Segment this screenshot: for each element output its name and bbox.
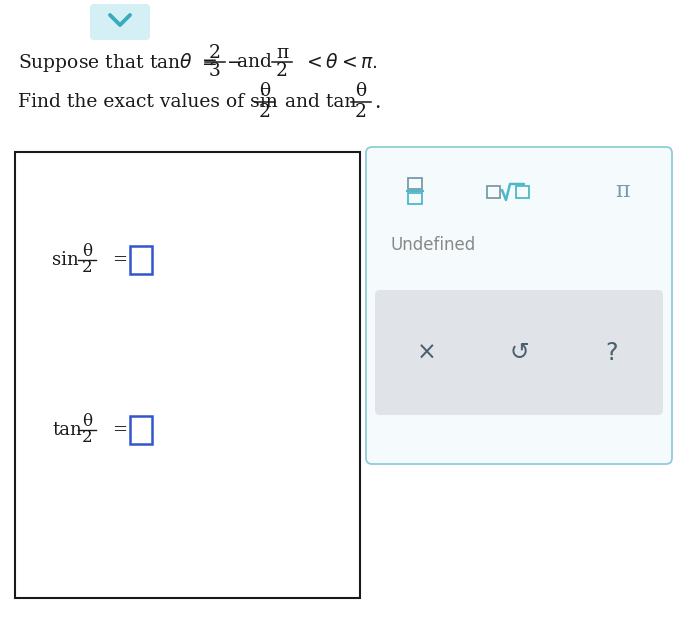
Bar (408, 193, 422, 204)
Bar (130, 246, 152, 274)
Text: 2: 2 (276, 62, 288, 80)
Text: π: π (614, 180, 629, 202)
Text: and: and (231, 53, 278, 71)
Text: ↺: ↺ (509, 340, 529, 365)
Text: =: = (112, 251, 127, 269)
Text: 2: 2 (209, 44, 221, 62)
Text: and tan: and tan (279, 93, 356, 111)
Text: sin: sin (52, 251, 79, 269)
Text: 2: 2 (81, 430, 92, 446)
Bar (15, 152, 360, 598)
Text: 2: 2 (355, 103, 367, 121)
Bar (516, 186, 529, 198)
Text: θ: θ (259, 82, 271, 100)
FancyBboxPatch shape (90, 4, 150, 40)
Bar (130, 416, 152, 444)
Text: tan: tan (52, 421, 81, 439)
Text: θ: θ (355, 82, 367, 100)
Text: π: π (276, 44, 288, 62)
Text: =: = (112, 421, 127, 439)
FancyBboxPatch shape (375, 290, 663, 415)
Text: Undefined: Undefined (390, 236, 475, 254)
Text: .: . (374, 92, 380, 111)
Text: 2: 2 (81, 259, 92, 277)
Text: ×: × (416, 340, 436, 365)
Text: θ: θ (82, 413, 92, 430)
Text: 2: 2 (259, 103, 271, 121)
Text: ?: ? (606, 340, 618, 365)
Text: $<\theta<\pi.$: $<\theta<\pi.$ (297, 53, 378, 72)
Text: Suppose that tan$\theta$ $=$ $-$: Suppose that tan$\theta$ $=$ $-$ (18, 51, 242, 74)
FancyBboxPatch shape (366, 147, 672, 464)
Text: θ: θ (82, 243, 92, 261)
Text: Find the exact values of sin: Find the exact values of sin (18, 93, 278, 111)
Text: 3: 3 (209, 62, 221, 80)
Bar (487, 186, 500, 198)
Bar (408, 178, 422, 189)
